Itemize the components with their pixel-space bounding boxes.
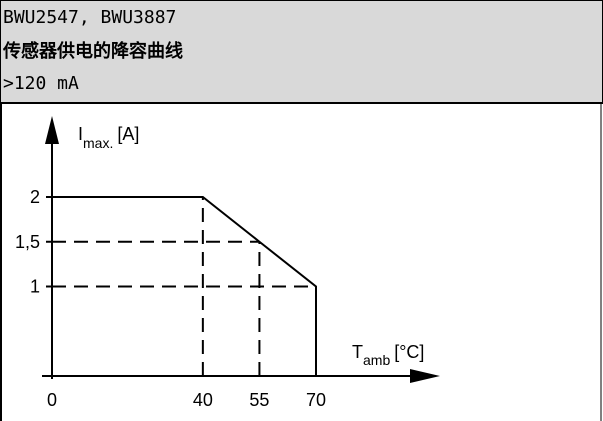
model-numbers: BWU2547, BWU3887 [3,7,177,28]
x-tick-label: 70 [306,390,326,410]
guide-lines [52,197,316,376]
chart-title: 传感器供电的降容曲线 [3,41,183,62]
series-lines [52,196,317,376]
x-ticks: 0 40 55 70 [47,390,326,410]
y-ticks: 21,51 [15,187,52,297]
y-tick-label: 1,5 [15,232,40,252]
x-axis-arrow-icon [410,369,440,383]
x-tick-label: 0 [47,390,57,410]
x-axis-label: Tamb [°C] [352,342,424,368]
x-tick-label: 55 [249,390,269,410]
y-tick-label: 2 [30,187,40,207]
axes [42,116,440,383]
derating-chart: 21,51 0 40 55 70 Imax. [A] Tamb [°C] [0,104,602,421]
current-condition: >120 mA [3,73,79,94]
y-axis-arrow-icon [45,116,59,144]
derating-curve [52,196,317,376]
x-tick-label: 40 [193,390,213,410]
y-axis-label: Imax. [A] [78,124,139,151]
y-tick-label: 1 [30,277,40,297]
chart-header: BWU2547, BWU3887 传感器供电的降容曲线 >120 mA [0,0,603,104]
